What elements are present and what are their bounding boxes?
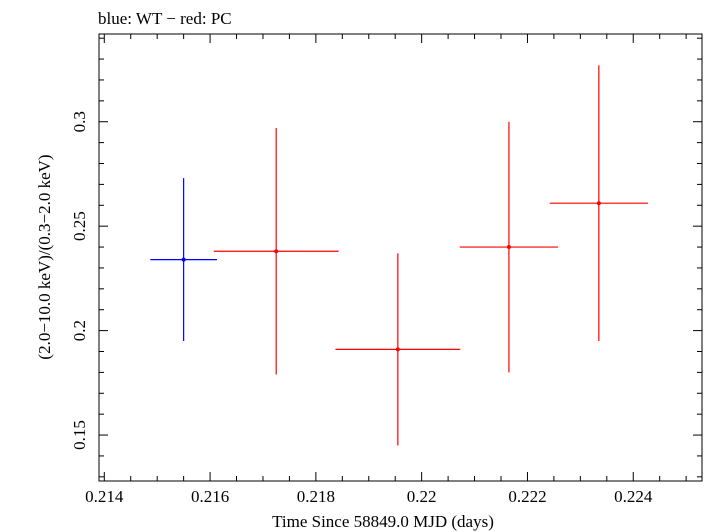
y-axis-label: (2.0−10.0 keV)/(0.3−2.0 keV) — [35, 154, 54, 359]
x-tick-label: 0.22 — [407, 487, 437, 506]
point-marker — [274, 249, 279, 254]
point-marker — [181, 257, 186, 262]
axis-tick-labels: 0.214 0.216 0.218 0.22 0.222 0.224 0.15 0.2 0.25… — [70, 111, 653, 506]
data-point-pc — [459, 121, 559, 373]
point-marker — [596, 201, 601, 206]
data-point-pc — [335, 253, 461, 446]
axis-ticks — [99, 34, 702, 481]
x-tick-label: 0.218 — [297, 487, 335, 506]
x-tick-label: 0.224 — [614, 487, 653, 506]
y-tick-label: 0.2 — [70, 320, 89, 341]
data-point-pc — [213, 127, 339, 375]
x-tick-label: 0.216 — [191, 487, 229, 506]
point-marker — [506, 245, 511, 250]
x-tick-label: 0.222 — [508, 487, 546, 506]
data-point-pc — [549, 65, 649, 342]
y-tick-label: 0.25 — [70, 211, 89, 241]
plot-frame — [98, 33, 703, 482]
y-tick-label: 0.3 — [70, 111, 89, 132]
point-marker — [395, 347, 400, 352]
y-tick-label: 0.15 — [70, 420, 89, 450]
x-axis-label: Time Since 58849.0 MJD (days) — [272, 512, 494, 531]
chart-title: blue: WT − red: PC — [98, 9, 232, 28]
x-tick-label: 0.214 — [85, 487, 124, 506]
data-marks — [150, 65, 649, 446]
data-point-wt — [150, 178, 217, 342]
